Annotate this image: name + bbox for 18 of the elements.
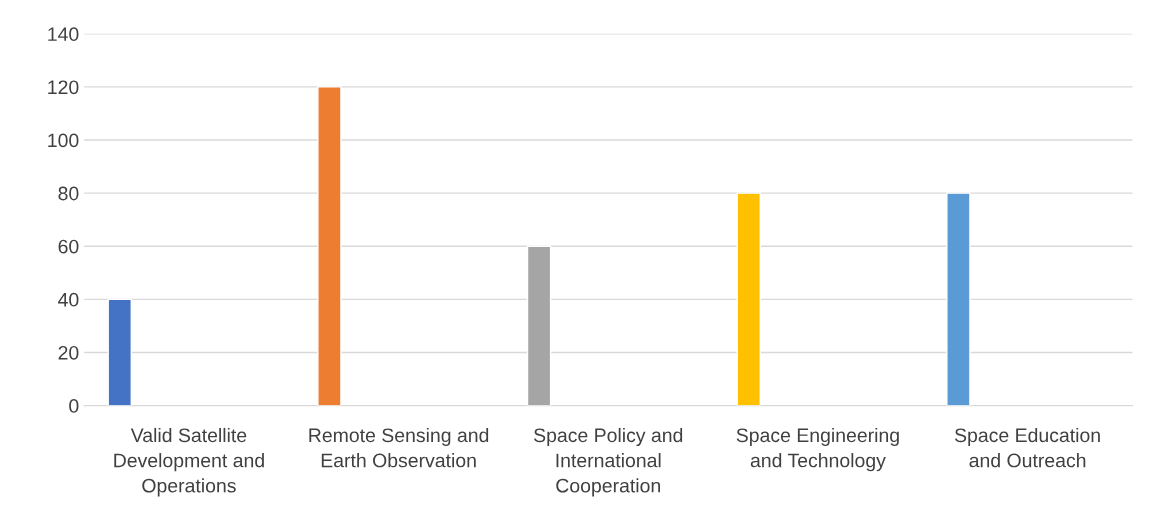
y-tick-label: 120 — [48, 80, 79, 95]
x-tick-label: Space Policy and International Cooperation — [534, 427, 683, 497]
y-tick-label: 60 — [58, 239, 79, 254]
bar — [736, 192, 761, 406]
y-tick-label: 20 — [58, 345, 79, 360]
y-tick-label: 0 — [69, 399, 79, 413]
y-tick-label: 140 — [48, 27, 79, 42]
x-tick-label: Remote Sensing and Earth Observation — [309, 427, 489, 468]
bar — [107, 298, 132, 406]
y-tick-label: 40 — [58, 292, 79, 307]
x-tick-label: Space Education and Outreach — [954, 427, 1100, 468]
y-tick-label: 100 — [48, 133, 79, 148]
bar — [946, 192, 971, 406]
bar — [526, 245, 552, 406]
x-tick-label: Valid Satellite Development and Operations — [114, 427, 264, 497]
y-tick-label: 80 — [58, 186, 79, 201]
bar — [317, 86, 342, 406]
x-tick-label: Space Engineering and Technology — [736, 427, 899, 472]
